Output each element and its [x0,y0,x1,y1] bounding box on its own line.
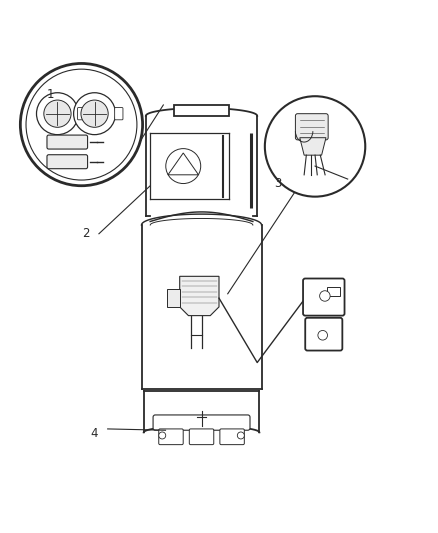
Text: 4: 4 [91,427,98,440]
Circle shape [44,100,71,127]
Circle shape [320,290,330,301]
Circle shape [36,93,78,135]
FancyBboxPatch shape [47,135,88,149]
Circle shape [265,96,365,197]
Circle shape [20,63,143,185]
FancyBboxPatch shape [159,429,183,445]
Text: 3: 3 [274,177,282,190]
FancyBboxPatch shape [327,287,340,296]
FancyBboxPatch shape [305,318,343,351]
FancyBboxPatch shape [47,155,88,169]
FancyBboxPatch shape [153,415,250,430]
Circle shape [81,100,108,127]
FancyBboxPatch shape [295,114,328,140]
FancyBboxPatch shape [303,279,345,316]
FancyBboxPatch shape [189,429,214,445]
Circle shape [74,93,116,135]
FancyBboxPatch shape [174,105,230,116]
Circle shape [318,330,328,340]
Text: 2: 2 [82,227,90,240]
FancyBboxPatch shape [115,108,123,120]
Circle shape [159,432,166,439]
Circle shape [237,432,244,439]
Text: 1: 1 [47,87,55,101]
FancyBboxPatch shape [220,429,244,445]
Polygon shape [166,289,180,307]
Polygon shape [300,138,326,155]
Polygon shape [180,276,219,316]
FancyBboxPatch shape [78,108,86,120]
